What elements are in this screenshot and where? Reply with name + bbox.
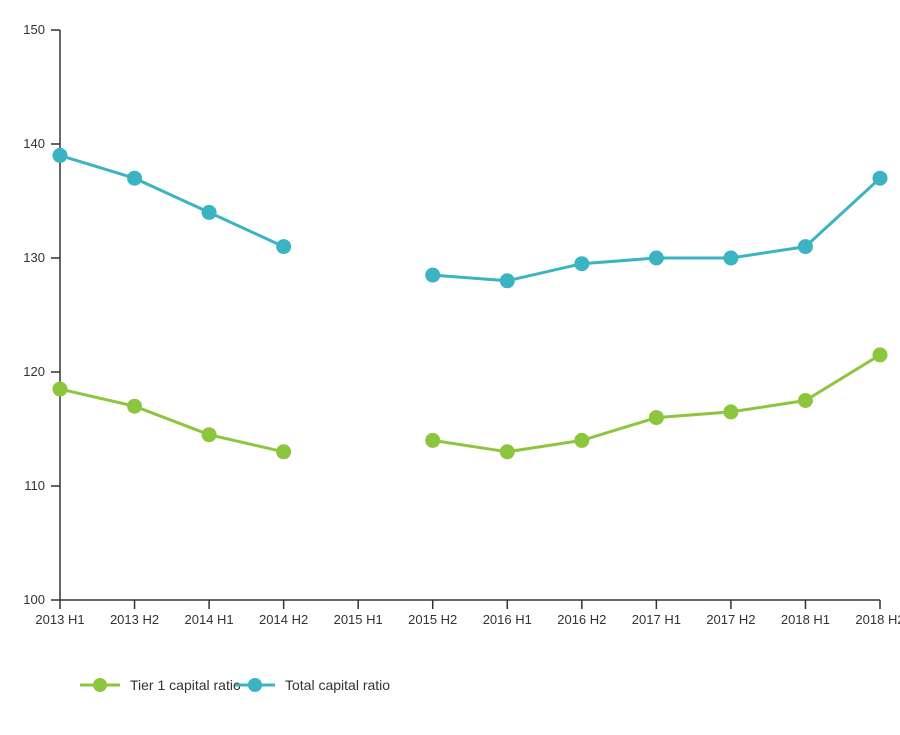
legend-label-tier1: Tier 1 capital ratio <box>130 677 241 693</box>
series-marker-tier1 <box>649 411 663 425</box>
y-tick-label: 100 <box>23 592 45 607</box>
x-tick-label: 2013 H2 <box>110 612 159 627</box>
y-tick-label: 140 <box>23 136 45 151</box>
capital-ratio-chart: 100 110 120 130 140 150 2013 H1 2013 H2 2014 H1 2… <box>0 0 900 735</box>
x-tick-label: 2016 H1 <box>483 612 532 627</box>
series-marker-tier1 <box>724 405 738 419</box>
x-tick-label: 2015 H2 <box>408 612 457 627</box>
series-marker-total <box>277 240 291 254</box>
y-tick-label: 130 <box>23 250 45 265</box>
legend-label-total: Total capital ratio <box>285 677 390 693</box>
series-marker-tier1 <box>53 382 67 396</box>
y-tick-label: 110 <box>24 478 45 493</box>
series-marker-total <box>426 268 440 282</box>
series-marker-total <box>53 148 67 162</box>
series-marker-total <box>798 240 812 254</box>
x-tick-label: 2017 H2 <box>706 612 755 627</box>
x-tick-label: 2018 H2 <box>855 612 900 627</box>
series-marker-tier1 <box>277 445 291 459</box>
x-tick-label: 2015 H1 <box>334 612 383 627</box>
series-marker-tier1 <box>426 433 440 447</box>
series-marker-total <box>724 251 738 265</box>
x-tick-label: 2018 H1 <box>781 612 830 627</box>
series-marker-tier1 <box>798 394 812 408</box>
series-marker-tier1 <box>500 445 514 459</box>
series-marker-total <box>128 171 142 185</box>
series-marker-tier1 <box>202 428 216 442</box>
legend-marker-total <box>248 678 262 692</box>
series-marker-total <box>202 205 216 219</box>
y-tick-label: 150 <box>23 22 45 37</box>
series-marker-tier1 <box>873 348 887 362</box>
series-marker-total <box>500 274 514 288</box>
series-marker-tier1 <box>575 433 589 447</box>
y-tick-label: 120 <box>23 364 45 379</box>
x-tick-label: 2014 H2 <box>259 612 308 627</box>
x-tick-label: 2014 H1 <box>185 612 234 627</box>
legend-marker-tier1 <box>93 678 107 692</box>
x-tick-label: 2017 H1 <box>632 612 681 627</box>
series-marker-total <box>873 171 887 185</box>
x-tick-label: 2013 H1 <box>35 612 84 627</box>
x-tick-label: 2016 H2 <box>557 612 606 627</box>
series-marker-total <box>575 257 589 271</box>
series-marker-total <box>649 251 663 265</box>
series-marker-tier1 <box>128 399 142 413</box>
